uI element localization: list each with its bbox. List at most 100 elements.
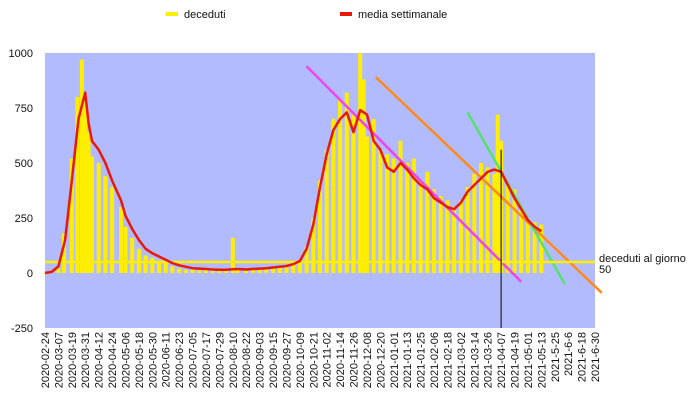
annotation-line-1: deceduti al giorno — [599, 253, 686, 265]
deceduti-bars — [43, 53, 544, 274]
x-tick-label: 2020-12-08 — [362, 332, 374, 388]
x-tick-label: 2021-04-19 — [510, 332, 522, 388]
deceduti-bar — [304, 246, 309, 273]
deceduti-bar — [190, 269, 195, 273]
x-tick-label: 2020-04-24 — [107, 332, 119, 388]
deceduti-bar — [123, 226, 128, 273]
x-tick-label: 2021-01-25 — [416, 332, 428, 388]
deceduti-bar — [391, 158, 396, 273]
trend-line — [305, 65, 523, 283]
deceduti-bar — [338, 99, 343, 273]
deceduti-bar — [197, 270, 202, 273]
deceduti-bar — [492, 174, 497, 273]
deceduti-bar — [512, 189, 517, 273]
deceduti-bar — [351, 114, 356, 273]
deceduti-bar — [385, 154, 390, 273]
x-tick-label: 2020-11-26 — [349, 332, 361, 387]
x-tick-label: 2020-08-10 — [228, 332, 240, 388]
deceduti-bar — [170, 266, 175, 273]
legend-label-media-settimanale: media settimanale — [358, 9, 447, 21]
x-tick-label: 2021-6-18 — [577, 332, 589, 382]
deceduti-bar — [277, 266, 282, 273]
deceduti-bar — [405, 163, 410, 273]
deceduti-bar — [365, 136, 369, 273]
y-tick-label: 1000 — [9, 48, 33, 60]
deceduti-bar — [418, 180, 423, 273]
deceduti-bar — [43, 273, 47, 274]
deceduti-bar — [432, 189, 436, 273]
deceduti-bar — [398, 141, 403, 273]
x-tick-label: 2021-03-26 — [483, 332, 495, 388]
trend-lines — [45, 65, 603, 294]
deceduti-bar — [83, 101, 88, 274]
deceduti-bar — [119, 207, 123, 273]
y-tick-label: 0 — [27, 268, 33, 280]
x-tick-label: 2020-04-12 — [94, 332, 106, 388]
x-tick-label: 2021-02-18 — [442, 332, 454, 388]
x-tick-label: 2021-02-06 — [429, 332, 441, 388]
x-tick-label: 2020-09-03 — [255, 332, 267, 388]
deceduti-bar — [485, 167, 490, 273]
deceduti-bar — [110, 187, 115, 273]
x-tick-label: 2021-5-25 — [550, 332, 562, 382]
deceduti-bar — [465, 187, 470, 273]
media-settimanale-line — [44, 91, 542, 275]
deceduti-bar — [438, 196, 443, 273]
deceduti-bar — [183, 269, 188, 273]
deceduti-bar — [358, 53, 363, 273]
legend-label-deceduti: deceduti — [184, 9, 226, 21]
y-axis-ticks: -250 0 250 500 750 1000 — [9, 48, 33, 335]
deceduti-bar — [62, 233, 66, 273]
x-tick-label: 2021-05-13 — [536, 332, 548, 388]
deceduti-bar — [291, 264, 296, 273]
deceduti-bar — [224, 270, 229, 273]
deceduti-bar — [479, 163, 483, 273]
x-tick-label: 2020-10-09 — [295, 332, 307, 388]
deceduti-bar — [532, 222, 537, 273]
deceduti-bar — [411, 158, 416, 273]
deceduti-bar — [324, 149, 329, 273]
deceduti-bar — [425, 171, 430, 273]
deceduti-bar — [143, 255, 148, 273]
deceduti-bar — [458, 200, 463, 273]
deceduti-bar — [284, 266, 289, 273]
deceduti-bar — [505, 185, 510, 273]
deceduti-bar — [157, 260, 161, 273]
x-tick-label: 2020-02-24 — [40, 332, 52, 388]
deceduti-bar — [204, 270, 208, 273]
deceduti-bar — [86, 132, 91, 273]
x-tick-label: 2020-10-21 — [308, 332, 320, 388]
x-tick-label: 2021-03-02 — [456, 332, 468, 388]
media-settimanale-polyline — [44, 91, 542, 275]
legend: deceduti media settimanale — [166, 9, 447, 21]
deceduti-bar — [271, 267, 275, 273]
deceduti-bar — [163, 263, 168, 273]
x-tick-label: 2020-11-14 — [335, 332, 347, 387]
x-tick-label: 2021-01-13 — [402, 332, 414, 388]
deceduti-bar — [177, 268, 182, 273]
deceduti-bar — [361, 79, 366, 274]
deceduti-bar — [331, 119, 336, 273]
annotation: deceduti al giorno 50 — [599, 253, 686, 276]
y-tick-label: 250 — [15, 213, 33, 225]
deceduti-bar — [344, 92, 349, 273]
x-tick-label: 2020-09-15 — [268, 332, 280, 388]
deceduti-bar — [217, 270, 222, 273]
deceduti-bar — [130, 237, 135, 273]
deceduti-bar — [264, 268, 269, 273]
x-tick-label: 2021-03-14 — [469, 332, 481, 388]
deceduti-bar — [371, 119, 376, 273]
deceduti-bar — [318, 180, 322, 273]
x-tick-label: 2020-07-17 — [201, 332, 213, 388]
deceduti-bar — [378, 149, 383, 273]
x-tick-label: 2021-05-01 — [523, 332, 535, 388]
x-axis-ticks: 2020-02-24 2020-03-07 2020-03-19 2020-03-31… — [40, 332, 602, 388]
x-tick-label: 2021-01-01 — [389, 332, 401, 388]
x-tick-label: 2020-11-02 — [322, 332, 334, 387]
x-tick-label: 2020-08-22 — [241, 332, 253, 388]
x-tick-label: 2020-09-27 — [282, 332, 294, 388]
deceduti-bar — [210, 270, 215, 273]
x-tick-label: 2020-03-31 — [80, 332, 92, 388]
deceduti-bar — [311, 218, 316, 273]
